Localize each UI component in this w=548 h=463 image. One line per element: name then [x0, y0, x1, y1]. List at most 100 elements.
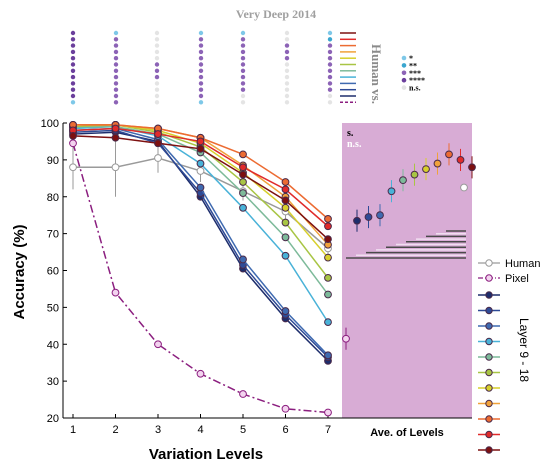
data-point	[324, 235, 332, 244]
sig-dot	[154, 56, 160, 61]
right-legend: Human Pixel	[478, 258, 540, 454]
sig-dot	[70, 74, 76, 80]
data-point	[324, 214, 332, 223]
sig-dot	[327, 68, 333, 74]
avg-point	[468, 163, 476, 172]
avg-point	[364, 213, 373, 221]
avg-point	[456, 155, 465, 164]
sig-dot	[113, 74, 119, 80]
avg-point	[387, 187, 396, 196]
legend-label-human: Human	[505, 258, 540, 270]
y-tick-label: 20	[47, 413, 59, 425]
sig-dot	[327, 100, 333, 105]
legend-marker	[485, 306, 493, 315]
sig-dot	[198, 56, 204, 61]
sig-dot	[198, 68, 204, 74]
data-point	[111, 163, 120, 172]
sig-dot	[113, 49, 119, 55]
data-point	[154, 130, 162, 138]
data-point	[324, 273, 332, 282]
sig-dot	[113, 100, 119, 105]
x-tick-label: 1	[70, 424, 76, 436]
sig-legend-label: *	[409, 54, 413, 63]
data-point	[281, 251, 290, 260]
data-point	[281, 404, 290, 413]
sig-dot	[154, 37, 160, 42]
sig-legend-dot	[401, 70, 407, 76]
data-point	[239, 178, 247, 186]
x-tick-label: 5	[240, 424, 246, 436]
sig-dot	[240, 43, 246, 48]
sig-dot	[198, 43, 204, 48]
x-tick-label: 2	[112, 424, 118, 436]
significance-dot-matrix	[70, 30, 333, 105]
sig-dot	[284, 37, 290, 42]
legend-marker	[485, 322, 493, 330]
y-tick-label: 40	[47, 339, 59, 351]
data-point	[111, 124, 120, 133]
sig-label-s: s.	[347, 128, 354, 139]
sig-dot	[284, 43, 290, 48]
series-12	[69, 132, 332, 244]
sig-dot	[70, 87, 76, 92]
sig-legend-label: **	[409, 61, 417, 70]
significance-legend: **********n.s.	[401, 54, 425, 93]
sig-dot	[240, 87, 246, 92]
sig-dot	[70, 81, 76, 86]
data-point	[196, 369, 205, 378]
sig-dot	[327, 49, 333, 55]
y-tick-label: 70	[47, 229, 59, 241]
sig-legend-label: ***	[409, 69, 421, 78]
data-point	[324, 290, 332, 299]
legend-marker	[485, 399, 493, 408]
sig-dot	[198, 30, 204, 36]
avg-point	[433, 159, 442, 168]
data-point	[239, 189, 247, 197]
sig-dot	[240, 81, 246, 86]
data-point	[69, 132, 77, 140]
sig-dot	[327, 62, 333, 67]
human-vs-label: Human vs.	[369, 44, 384, 104]
sig-dot	[154, 93, 160, 99]
sig-dot	[284, 74, 290, 80]
sig-dot	[70, 37, 76, 42]
avg-point	[399, 176, 407, 185]
y-axis-label: Accuracy (%)	[11, 224, 28, 319]
sig-dot	[113, 56, 119, 61]
sig-dot	[240, 74, 246, 80]
legend-marker	[485, 384, 493, 392]
legend-marker	[485, 291, 493, 299]
data-point	[324, 318, 332, 327]
sig-dot	[240, 93, 246, 99]
sig-dot	[198, 100, 204, 105]
data-point	[69, 163, 77, 172]
sig-legend-label: ****	[409, 76, 425, 85]
data-point	[281, 185, 290, 194]
legend-marker	[485, 353, 493, 361]
x-tick-label: 6	[282, 424, 288, 436]
sig-dot	[284, 30, 290, 36]
significance-bars	[346, 230, 466, 259]
data-point	[324, 408, 332, 417]
y-tick-label: 90	[47, 155, 59, 167]
data-point	[239, 163, 247, 172]
sig-dot	[327, 93, 333, 99]
data-point	[281, 307, 290, 315]
average-markers	[342, 143, 476, 350]
y-tick-label: 60	[47, 266, 59, 278]
plot-axes: 20 30 40 50 60 70 80 90 100 1 2 3 4 5 6 7	[41, 118, 472, 436]
data-point	[196, 167, 205, 175]
avg-point	[353, 216, 361, 225]
sig-dot	[70, 49, 76, 55]
sig-dot	[154, 68, 160, 74]
sig-dot	[327, 87, 333, 92]
sig-legend-dot	[401, 55, 407, 61]
avg-point	[410, 170, 419, 179]
sig-dot	[327, 43, 333, 48]
sig-dot	[154, 100, 160, 105]
sig-dot	[198, 37, 204, 42]
sig-dot	[327, 37, 333, 42]
sig-dot	[70, 100, 76, 105]
sig-dot	[284, 100, 290, 105]
x-tick-label: 4	[197, 424, 203, 436]
